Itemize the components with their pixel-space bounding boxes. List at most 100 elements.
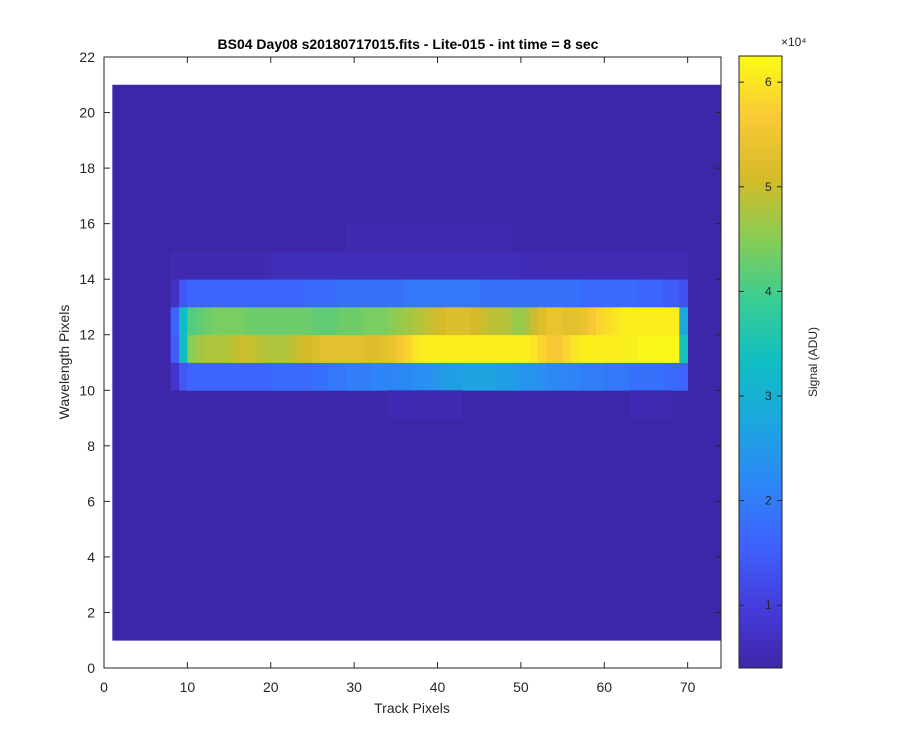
x-tick-label: 50 (513, 679, 529, 695)
heatmap-cell (662, 306, 672, 336)
heatmap-cell (370, 306, 380, 336)
heatmap-cell (429, 279, 438, 308)
heatmap-cell (437, 306, 447, 336)
heatmap-cell (429, 334, 438, 363)
heatmap-cell (237, 362, 247, 391)
heatmap-cell (370, 279, 380, 308)
heatmap-cell (470, 279, 480, 308)
heatmap-cell (637, 334, 647, 363)
y-tick-label: 20 (79, 105, 95, 121)
heatmap-cell (187, 279, 197, 308)
y-tick-label: 14 (79, 271, 95, 287)
heatmap-cell (404, 279, 413, 308)
heatmap-cell (479, 306, 488, 336)
heatmap-cell (262, 362, 272, 391)
y-tick-label: 22 (79, 49, 95, 65)
heatmap-cell (212, 362, 222, 391)
heatmap-cell (504, 279, 513, 308)
heatmap-cell (379, 334, 388, 363)
heatmap-cell (345, 334, 355, 363)
heatmap-cell (279, 279, 288, 308)
heatmap-cell (670, 279, 680, 308)
heatmap-cell (679, 279, 689, 308)
heatmap-cell (254, 306, 263, 336)
heatmap-cell (679, 362, 689, 391)
heatmap-cell (179, 334, 188, 363)
heatmap-cell (654, 334, 664, 363)
heatmap-cell (604, 279, 614, 308)
y-tick-label: 4 (87, 549, 95, 565)
heatmap-cell (179, 279, 188, 308)
y-tick-label: 6 (87, 493, 95, 509)
heatmap-cell (287, 362, 297, 391)
heatmap-cell (620, 334, 630, 363)
heatmap-cell (512, 334, 522, 363)
heatmap-cell (345, 362, 355, 391)
heatmap-cell (170, 306, 180, 336)
heatmap-cell (562, 279, 572, 308)
heatmap-cell (620, 279, 630, 308)
heatmap-cell (412, 279, 422, 308)
x-tick-label: 30 (346, 679, 362, 695)
heatmap-cell (662, 334, 672, 363)
heatmap-cell (170, 251, 272, 280)
y-tick-label: 18 (79, 160, 95, 176)
heatmap-cell (654, 279, 664, 308)
heatmap-cell (245, 334, 255, 363)
heatmap-cell (304, 362, 313, 391)
heatmap-cell (637, 279, 647, 308)
colorbar-tick-label: 5 (765, 180, 772, 194)
heatmap-cell (620, 362, 630, 391)
x-tick-label: 20 (263, 679, 279, 695)
heatmap-cell (679, 334, 689, 363)
heatmap-cell (587, 362, 597, 391)
heatmap-cell (462, 334, 472, 363)
heatmap-cell (345, 306, 355, 336)
heatmap-cell (579, 279, 588, 308)
heatmap-cell (170, 334, 180, 363)
heatmap-cell (362, 334, 372, 363)
colorbar-gradient (738, 55, 783, 669)
heatmap-cell (270, 251, 522, 280)
heatmap-cell (254, 334, 263, 363)
heatmap-cell (187, 362, 197, 391)
heatmap-cell (512, 306, 522, 336)
heatmap-cell (529, 306, 538, 336)
heatmap-cell (587, 306, 597, 336)
heatmap-cell (629, 334, 639, 363)
heatmap-cell (320, 306, 330, 336)
heatmap-cell (204, 334, 213, 363)
heatmap-cell (345, 223, 513, 252)
x-tick-label: 70 (680, 679, 696, 695)
heatmap-cell (404, 334, 413, 363)
heatmap-cell (412, 334, 422, 363)
y-tick-label: 10 (79, 382, 95, 398)
heatmap-cell (395, 334, 405, 363)
heatmap-cell (262, 334, 272, 363)
heatmap-cell (387, 390, 463, 419)
heatmap-cell (195, 306, 205, 336)
heatmap-cell (654, 362, 664, 391)
heatmap-cell (637, 306, 647, 336)
heatmap-cell (595, 362, 605, 391)
heatmap-cell (420, 306, 430, 336)
heatmap-cell (312, 306, 322, 336)
heatmap-cell (562, 306, 572, 336)
heatmap-cell (170, 279, 180, 308)
heatmap-cell (579, 306, 588, 336)
heatmap-cell (645, 279, 655, 308)
colorbar-ticks: 1 2 3 4 5 6 (739, 75, 782, 612)
heatmap-cell (629, 390, 672, 419)
heatmap-cell (554, 334, 563, 363)
heatmap-cell (454, 306, 463, 336)
heatmap-cell (187, 306, 197, 336)
heatmap-cell (470, 334, 480, 363)
heatmap-cells (112, 84, 722, 641)
heatmap-cell (404, 362, 413, 391)
heatmap-cell (212, 334, 222, 363)
heatmap-cell (479, 279, 488, 308)
heatmap-cell (229, 334, 238, 363)
heatmap-cell (554, 306, 563, 336)
heatmap-cell (437, 334, 447, 363)
heatmap-cell (537, 362, 547, 391)
